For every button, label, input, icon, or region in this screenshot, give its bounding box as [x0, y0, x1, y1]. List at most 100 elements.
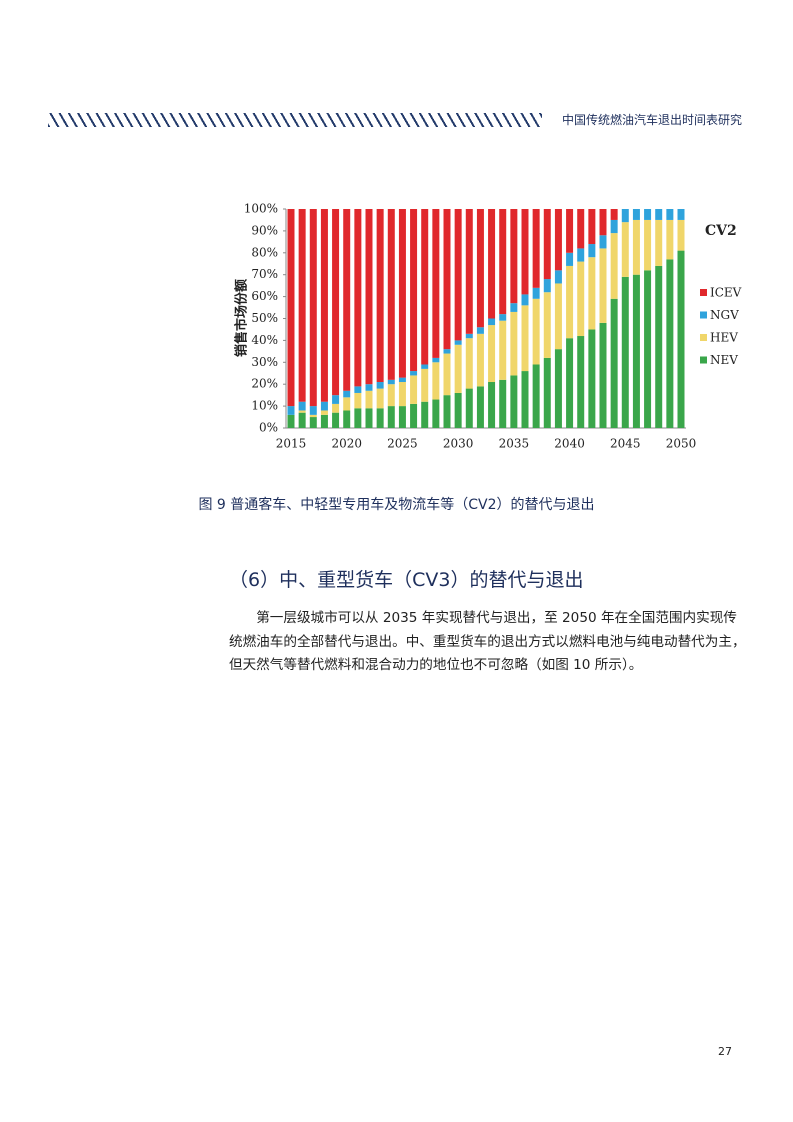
- bar-segment: [566, 209, 574, 253]
- bar-segment: [499, 320, 507, 380]
- bar-segment: [655, 219, 663, 266]
- bar-segment: [632, 209, 640, 220]
- bar-segment: [488, 318, 496, 326]
- bar-segment: [566, 265, 574, 339]
- bar-segment: [354, 209, 362, 387]
- bar-segment: [354, 408, 362, 428]
- bar-segment: [332, 412, 340, 428]
- bar-segment: [376, 209, 384, 383]
- x-tick-label: 2050: [666, 437, 697, 451]
- bar-segment: [510, 303, 518, 312]
- bar-segment: [521, 209, 529, 295]
- bar-segment: [454, 340, 462, 345]
- legend-swatch: [700, 289, 707, 296]
- section-heading: （6）中、重型货车（CV3）的替代与退出: [229, 569, 584, 591]
- legend-swatch: [700, 334, 707, 341]
- page-number: 27: [718, 1045, 732, 1058]
- bar-segment: [298, 401, 306, 411]
- y-axis-label: 销售市场份额: [234, 279, 250, 357]
- bar-segment: [566, 252, 574, 266]
- legend-label: ICEV: [710, 286, 742, 300]
- bar-segment: [309, 414, 317, 418]
- bar-segment: [398, 209, 406, 378]
- bar-segment: [655, 209, 663, 220]
- bar-segment: [443, 395, 451, 428]
- bar-segment: [343, 209, 351, 391]
- bar-segment: [443, 349, 451, 354]
- y-tick-label: 50%: [251, 311, 278, 325]
- bar-segment: [610, 233, 618, 299]
- bar-segment: [543, 209, 551, 280]
- bar-segment: [532, 287, 540, 299]
- bar-segment: [365, 209, 373, 385]
- bar-segment: [354, 386, 362, 393]
- y-tick-label: 30%: [251, 355, 278, 369]
- bar-segment: [499, 379, 507, 428]
- bar-segment: [320, 209, 328, 402]
- bar-segment: [398, 382, 406, 407]
- bar-segment: [410, 403, 418, 428]
- x-tick-label: 2035: [499, 437, 530, 451]
- bar-segment: [566, 338, 574, 428]
- bar-segment: [376, 408, 384, 428]
- bar-segment: [320, 410, 328, 415]
- bar-segment: [365, 408, 373, 428]
- bar-segment: [621, 276, 629, 428]
- paragraph: 第一层级城市可以从 2035 年实现替代与退出，至 2050 年在全国范围内实现…: [229, 610, 746, 673]
- bar-segment: [677, 250, 685, 428]
- bar-segment: [476, 327, 484, 334]
- bar-segment: [588, 244, 596, 258]
- bar-segment: [320, 414, 328, 428]
- bar-segment: [621, 222, 629, 277]
- legend-swatch: [700, 356, 707, 364]
- bar-segment: [655, 265, 663, 428]
- y-tick-label: 20%: [251, 377, 278, 391]
- bar-segment: [454, 392, 462, 428]
- bar-segment: [410, 375, 418, 404]
- bar-segment: [543, 279, 551, 293]
- bar-segment: [332, 209, 340, 396]
- bar-segment: [343, 410, 351, 428]
- legend-label: HEV: [710, 331, 738, 345]
- bar-segment: [599, 235, 607, 249]
- bar-segment: [499, 209, 507, 315]
- legend-swatch: [700, 311, 707, 319]
- bar-segment: [410, 371, 418, 376]
- bar-segment: [588, 257, 596, 330]
- y-tick-label: 80%: [251, 245, 278, 259]
- bar-segment: [432, 362, 440, 400]
- x-tick-label: 2015: [276, 437, 307, 451]
- x-tick-label: 2025: [387, 437, 418, 451]
- bar-segment: [644, 270, 652, 428]
- bar-segment: [309, 209, 317, 407]
- bar-segment: [465, 338, 473, 389]
- bar-segment: [287, 414, 295, 428]
- bar-segment: [343, 390, 351, 398]
- bar-segment: [554, 283, 562, 350]
- header-stripes: [48, 113, 542, 127]
- bar-segment: [387, 406, 395, 428]
- bar-segment: [554, 209, 562, 271]
- bar-segment: [398, 377, 406, 383]
- x-tick-label: 2020: [331, 437, 362, 451]
- bar-segment: [365, 384, 373, 391]
- bar-segment: [543, 292, 551, 358]
- bar-segment: [610, 209, 618, 220]
- bar-segment: [365, 390, 373, 409]
- bar-segment: [387, 379, 395, 385]
- bar-segment: [666, 259, 674, 428]
- bar-segment: [287, 406, 295, 415]
- bar-segment: [588, 209, 596, 245]
- bar-segment: [421, 364, 429, 369]
- bar-segment: [298, 209, 306, 402]
- bar-segment: [488, 209, 496, 319]
- bar-segment: [465, 388, 473, 428]
- bar-segment: [332, 403, 340, 413]
- bar-segment: [421, 401, 429, 428]
- bar-segment: [432, 209, 440, 358]
- bar-segment: [510, 375, 518, 428]
- bar-segment: [677, 209, 685, 220]
- bar-segment: [476, 209, 484, 328]
- bar-segment: [599, 322, 607, 428]
- bar-segment: [443, 353, 451, 396]
